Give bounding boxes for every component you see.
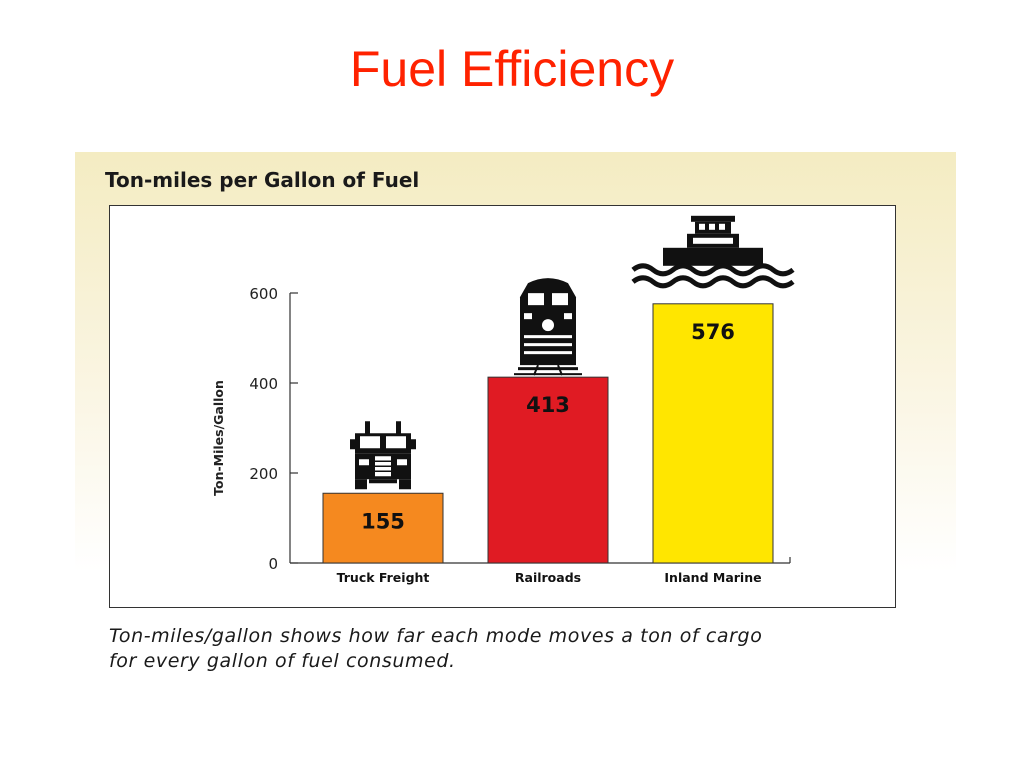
y-tick-label: 600 xyxy=(249,285,278,303)
chart-caption: Ton-miles/gallon shows how far each mode… xyxy=(109,624,909,674)
bar-truck-freight xyxy=(322,492,444,564)
caption-line-2: for every gallon of fuel consumed. xyxy=(109,650,456,672)
y-axis-label: Ton-Miles/Gallon xyxy=(211,380,226,496)
data-label: 413 xyxy=(526,393,570,417)
x-tick-label: Inland Marine xyxy=(664,570,761,585)
chart-box: 0 200 400 600 Ton-Miles/Gallon 155 Truck Freig… xyxy=(109,205,896,608)
y-tick-label: 400 xyxy=(249,375,278,393)
slide-title: Fuel Efficiency xyxy=(349,41,675,97)
x-tick-label: Railroads xyxy=(515,570,581,585)
tugboat-icon xyxy=(633,216,793,286)
y-tick-label: 0 xyxy=(268,555,278,573)
locomotive-icon xyxy=(513,277,583,377)
bar-railroads xyxy=(487,376,609,564)
data-label: 576 xyxy=(691,320,735,344)
truck-icon xyxy=(349,420,417,490)
bar-chart: 0 200 400 600 Ton-Miles/Gallon 155 Truck Freig… xyxy=(211,206,894,585)
chart-title: Ton-miles per Gallon of Fuel xyxy=(105,168,420,192)
y-tick-label: 200 xyxy=(249,465,278,483)
bar-inland-marine xyxy=(652,303,774,564)
caption-line-1: Ton-miles/gallon shows how far each mode… xyxy=(109,625,763,647)
x-tick-label: Truck Freight xyxy=(337,570,430,585)
data-label: 155 xyxy=(361,509,405,533)
